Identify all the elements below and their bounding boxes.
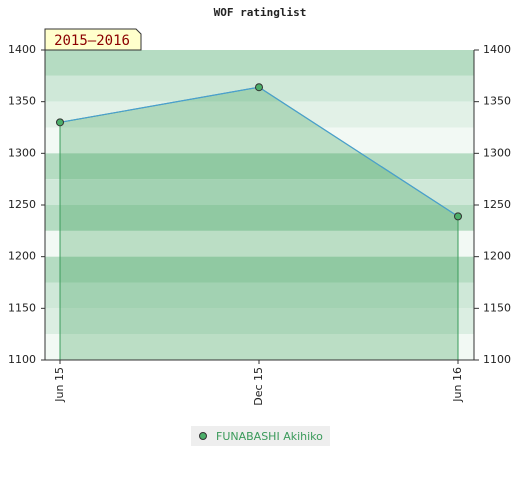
band (45, 308, 474, 335)
y-tick-label: 1200 (8, 250, 36, 263)
point (255, 83, 263, 92)
x-tick-label: Jun 16 (451, 367, 464, 403)
x-tick-label: Jun 15 (53, 367, 66, 403)
legend-box (191, 426, 330, 446)
legend-label: FUNABASHI Akihiko (216, 430, 323, 443)
band (45, 127, 474, 154)
band (45, 334, 474, 360)
band (45, 179, 474, 205)
y-tick-label: 1350 (8, 95, 36, 108)
y2-tick-label: 1200 (483, 250, 511, 263)
chart-title: WOF ratinglist (214, 6, 307, 19)
y-tick-label: 1250 (8, 198, 36, 211)
y-tick-label: 1300 (8, 146, 36, 159)
y2-tick-label: 1300 (483, 146, 511, 159)
band (45, 230, 474, 257)
legend-marker (199, 432, 207, 440)
y2-tick-label: 1350 (483, 95, 511, 108)
point (454, 212, 462, 221)
plot (56, 83, 462, 361)
y-tick-label: 1400 (8, 43, 36, 56)
y-tick-label: 1150 (8, 301, 36, 314)
point (56, 118, 64, 127)
y2-tick-label: 1150 (483, 301, 511, 314)
band (45, 256, 474, 283)
y2-tick-label: 1250 (483, 198, 511, 211)
band (45, 282, 474, 309)
background-bands (45, 50, 474, 360)
y2-tick-label: 1100 (483, 353, 511, 366)
x-tick-label: Dec 15 (252, 367, 265, 406)
y-tick-label: 1100 (8, 353, 36, 366)
band (45, 101, 474, 128)
band (45, 153, 474, 180)
annotation-badge (44, 28, 142, 51)
band (45, 205, 474, 231)
annotation: 2015–2016 (54, 33, 130, 49)
band (45, 50, 474, 76)
y2-tick-label: 1400 (483, 43, 511, 56)
